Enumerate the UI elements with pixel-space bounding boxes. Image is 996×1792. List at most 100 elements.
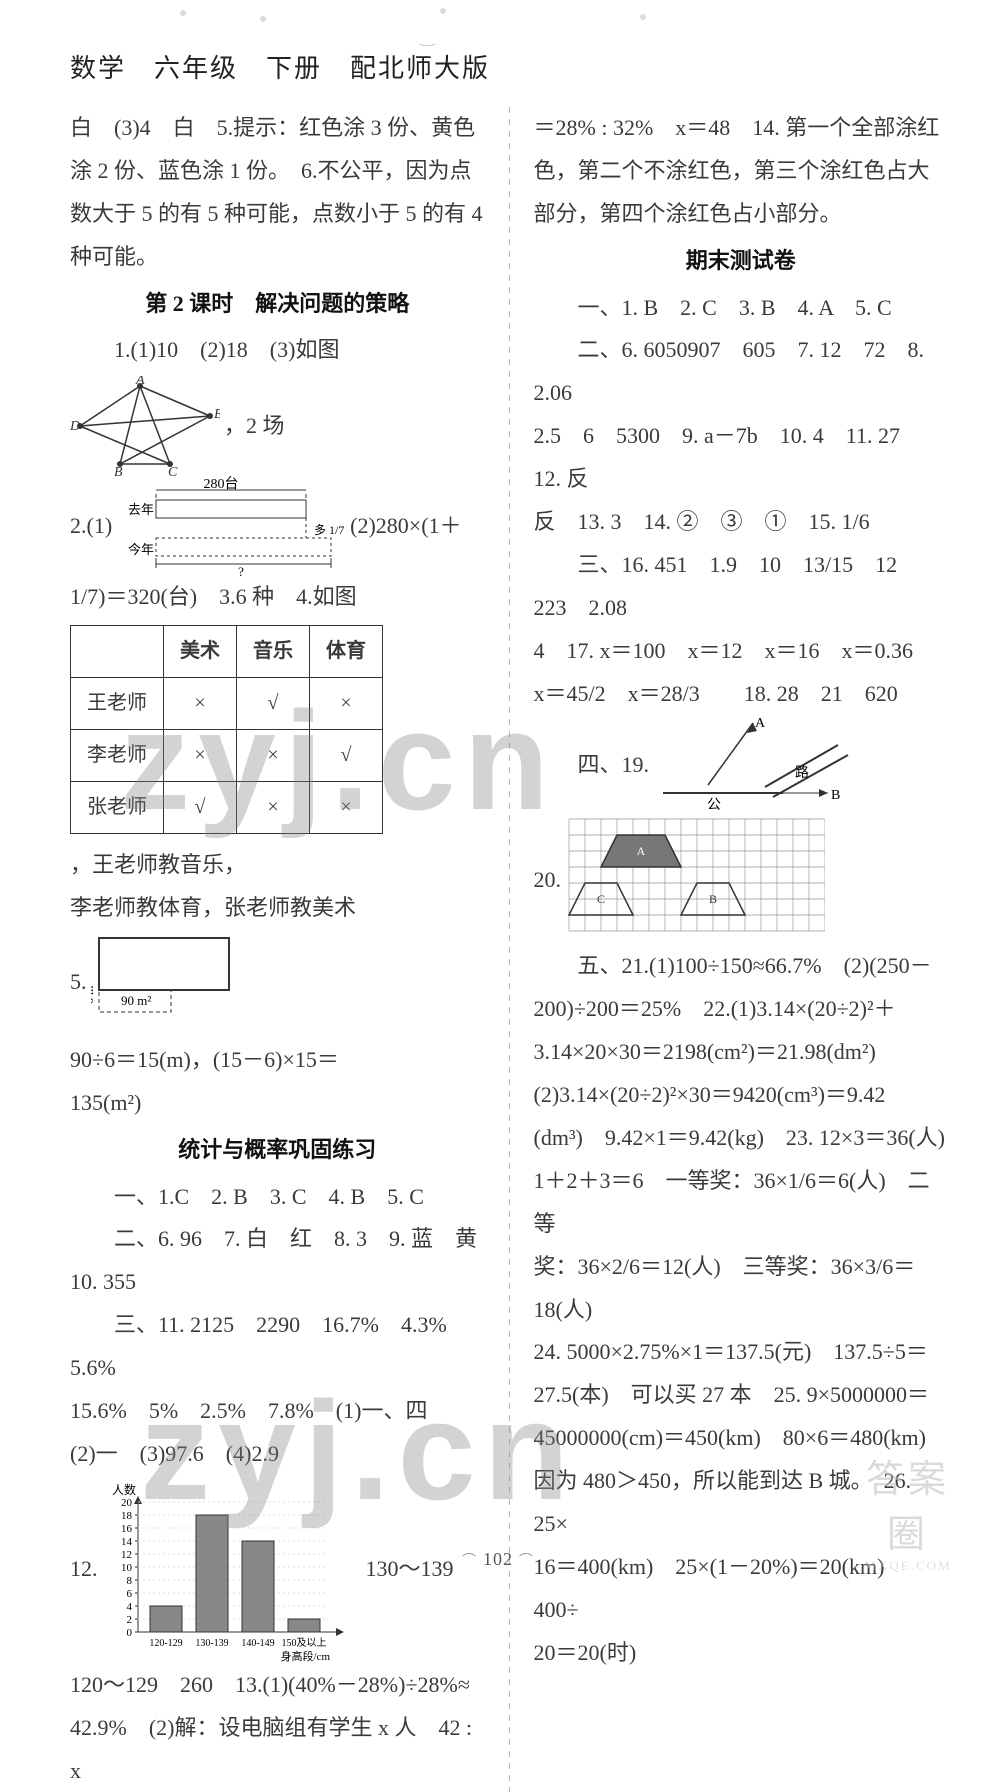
angle-diagram: A B 路 公 (653, 715, 853, 815)
sec2-3a: 三、11. 2125 2290 16.7% 4.3% 5.6% (70, 1304, 485, 1390)
svg-text:A: A (135, 376, 145, 388)
left-column: 白 (3)4 白 5.提示：红色涂 3 份、黄色涂 2 份、蓝色涂 1 份。 6… (70, 107, 485, 1792)
r-s2a: 二、6. 6050907 605 7. 12 72 8. 2.06 (534, 329, 949, 415)
left-intro: 白 (3)4 白 5.提示：红色涂 3 份、黄色涂 2 份、蓝色涂 1 份。 6… (70, 107, 485, 279)
svg-text:16: 16 (121, 1523, 133, 1535)
r-s5e: (dm³) 9.42×1＝9.42(kg) 23. 12×3＝36(人) (534, 1117, 949, 1160)
r-s5c: 3.14×20×30＝2198(cm²)＝21.98(dm²) (534, 1031, 949, 1074)
svg-text:2: 2 (126, 1614, 132, 1626)
q1-after: ，2 场 (224, 405, 285, 448)
svg-text:14: 14 (121, 1536, 133, 1548)
r-s5d: (2)3.14×(20÷2)²×30＝9420(cm³)＝9.42 (534, 1074, 949, 1117)
q2-row: 2.(1) 280台 去年 今年 多 1/7 (70, 476, 485, 576)
r-s2b: 2.5 6 5300 9. a－7b 10. 4 11. 27 12. 反 (534, 415, 949, 501)
bar-chart: 人数 02468101214161820 120-129 130-139 140-149… (102, 1482, 362, 1662)
svg-text:18: 18 (121, 1510, 133, 1522)
q5-row: 5. 6 m 90 m² 90÷6＝15(m)，(15－6)×15＝ (70, 930, 485, 1082)
r-s1: 一、1. B 2. C 3. B 4. A 5. C (534, 287, 949, 330)
q19-row: 四、19. A B 路 公 (534, 715, 949, 815)
s20-label: 20. (534, 859, 562, 902)
q2-line3: 1/7)＝320(台) 3.6 种 4.如图 (70, 576, 485, 619)
sec2-2b: 10. 355 (70, 1261, 485, 1304)
svg-text:120-129: 120-129 (149, 1638, 182, 1649)
svg-text:0: 0 (126, 1627, 132, 1639)
svg-text:140-149: 140-149 (241, 1638, 274, 1649)
svg-text:4: 4 (126, 1601, 132, 1613)
svg-text:D: D (70, 419, 80, 434)
right-title: 期末测试卷 (534, 240, 949, 283)
svg-text:人数: 人数 (112, 1482, 136, 1497)
header-decoration: ‿ (140, 6, 856, 36)
r-s5g: 奖：36×2/6＝12(人) 三等奖：36×3/6＝18(人) (534, 1246, 949, 1332)
svg-text:B: B (709, 892, 717, 906)
table-after: ，王老师教音乐， (70, 844, 246, 887)
corner-brand: 答案圈 (848, 1448, 968, 1558)
logic-table-row: 美术 音乐 体育 王老师× √× 李老师× ×√ 张老师√ ×× (70, 619, 485, 887)
svg-text:今年: 今年 (128, 542, 154, 557)
right-cont: ＝28% : 32% x＝48 14. 第一个全部涂红色，第二个不涂红色，第三个… (534, 107, 949, 236)
svg-text:20: 20 (121, 1497, 133, 1509)
corner-logo: 答案圈 MXQE.COM (848, 1448, 968, 1574)
r-s5b: 200)÷200＝25% 22.(1)3.14×(20÷2)²＋ (534, 988, 949, 1031)
svg-text:6: 6 (126, 1588, 132, 1600)
q1-text: 1.(1)10 (2)18 (3)如图 (70, 329, 339, 372)
svg-text:130-139: 130-139 (195, 1638, 228, 1649)
bar-diagram: 280台 去年 今年 多 1/7 ? (116, 476, 346, 576)
grid-diagram: A C B (565, 815, 825, 945)
svg-text:10: 10 (121, 1562, 133, 1574)
q5-tail: 135(m²) (70, 1082, 485, 1125)
sec2-2: 二、6. 96 7. 白 红 8. 3 9. 蓝 黄 (70, 1218, 485, 1261)
r-s3a: 三、16. 451 1.9 10 13/15 12 223 2.08 (534, 544, 949, 630)
sec2-3c: (2)一 (3)97.6 (4)2.9 (70, 1433, 485, 1476)
triangle-diagram: A D E B C (70, 376, 220, 476)
q1-row: 1.(1)10 (2)18 (3)如图 (70, 329, 485, 476)
svg-text:路: 路 (795, 765, 809, 781)
svg-text:身高段/cm: 身高段/cm (280, 1649, 330, 1662)
page-header: 数学 六年级 下册 配北师大版 (70, 48, 948, 85)
q12-row: 12. 人数 02468101214161820 120-129 130-139 140… (70, 1476, 485, 1664)
svg-text:150及以上: 150及以上 (281, 1637, 326, 1649)
svg-text:12: 12 (121, 1549, 132, 1561)
sec2-1: 一、1.C 2. B 3. C 4. B 5. C (70, 1176, 485, 1219)
tail1: 120～129 260 13.(1)(40%－28%)÷28%≈ (70, 1664, 485, 1707)
svg-text:90 m²: 90 m² (121, 993, 151, 1008)
r-s2c: 反 13. 3 14. ② ③ ① 15. 1/6 (534, 501, 949, 544)
svg-text:A: A (637, 844, 646, 858)
r-s3b: 4 17. x＝100 x＝12 x＝16 x＝0.36 (534, 630, 949, 673)
svg-text:公: 公 (707, 798, 721, 813)
q5-text: 90÷6＝15(m)，(15－6)×15＝ (70, 1039, 339, 1082)
svg-text:C: C (168, 465, 178, 476)
r-s3c: x＝45/2 x＝28/3 18. 28 21 620 (534, 673, 949, 716)
page-number: 102 (456, 1549, 540, 1570)
q5-prefix: 5. (70, 961, 87, 1004)
svg-text:C: C (597, 892, 605, 906)
s4-label: 四、19. (534, 744, 650, 787)
q2-suffix: (2)280×(1＋ (350, 505, 461, 548)
q12-prefix: 12. (70, 1548, 98, 1591)
svg-text:多 1/7: 多 1/7 (314, 523, 344, 537)
svg-text:8: 8 (126, 1575, 132, 1587)
left-subtitle-1: 第 2 课时 解决问题的策略 (70, 283, 485, 326)
r-s5f: 1＋2＋3＝6 一等奖：36×1/6＝6(人) 二等 (534, 1160, 949, 1246)
sec2-3b: 15.6% 5% 2.5% 7.8% (1)一、四 (70, 1390, 485, 1433)
r-s5m: 20＝20(时) (534, 1632, 949, 1675)
svg-text:6 m: 6 m (91, 985, 96, 1004)
svg-text:?: ? (238, 564, 244, 576)
logic-table: 美术 音乐 体育 王老师× √× 李老师× ×√ 张老师√ ×× (70, 625, 383, 834)
left-subtitle-2: 统计与概率巩固练习 (70, 1129, 485, 1172)
r-s5a: 五、21.(1)100÷150≈66.7% (2)(250－ (534, 945, 949, 988)
r-s5h: 24. 5000×2.75%×1＝137.5(元) 137.5÷5＝ (534, 1331, 949, 1374)
svg-text:A: A (755, 716, 766, 731)
tail2: 42.9% (2)解：设电脑组有学生 x 人 42 : x (70, 1707, 485, 1792)
q2-prefix: 2.(1) (70, 505, 112, 548)
area-diagram: 6 m 90 m² (91, 930, 241, 1035)
svg-text:B: B (831, 788, 840, 803)
q20-row: 20. A C B (534, 815, 949, 945)
corner-url: MXQE.COM (848, 1558, 968, 1574)
column-divider (509, 107, 510, 1792)
svg-text:去年: 去年 (128, 502, 154, 517)
after-table-line: 李老师教体育，张老师教美术 (70, 887, 485, 930)
svg-text:B: B (114, 465, 123, 476)
r-s5i: 27.5(本) 可以买 27 本 25. 9×5000000＝ (534, 1374, 949, 1417)
svg-text:E: E (213, 407, 220, 422)
